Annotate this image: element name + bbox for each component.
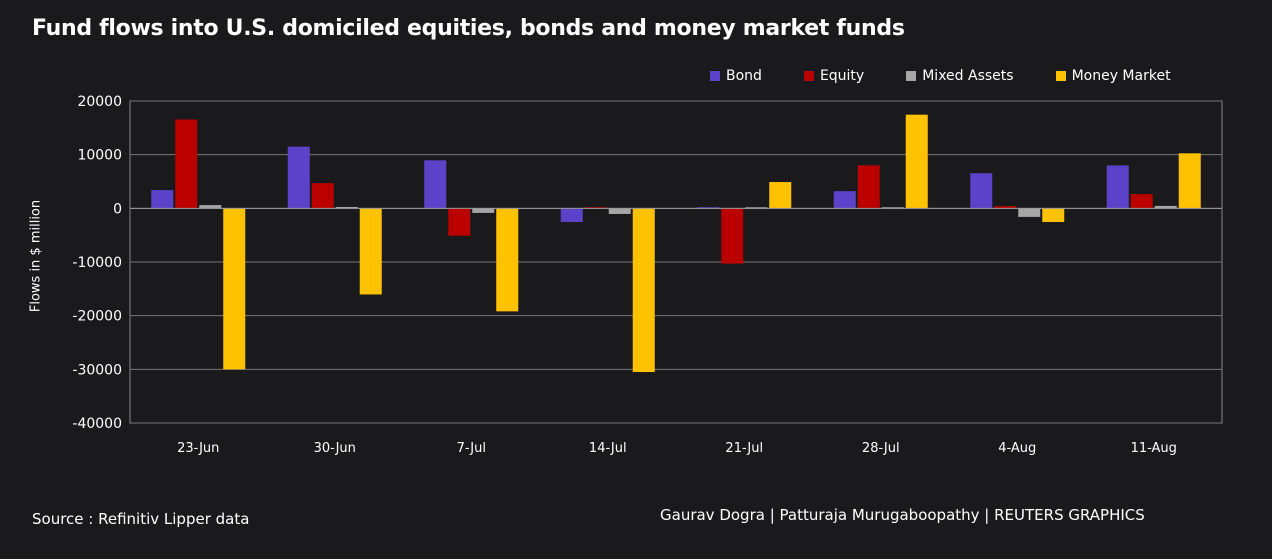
- bar-mixed-assets: [608, 208, 631, 214]
- legend-item: Bond: [710, 68, 762, 84]
- bar-equity: [175, 119, 198, 209]
- bar-money-market: [359, 208, 382, 295]
- bar-bond: [151, 190, 174, 209]
- bar-money-market: [769, 182, 792, 209]
- bar-equity: [994, 206, 1017, 209]
- legend-swatch: [1055, 71, 1066, 81]
- x-tick-label: 28-Jul: [862, 441, 900, 456]
- y-axis-label: Flows in $ million: [28, 199, 44, 313]
- bar-equity: [311, 183, 334, 209]
- bar-money-market: [223, 208, 246, 370]
- legend-label: Money Market: [1071, 68, 1171, 84]
- bar-money-market: [1042, 208, 1065, 223]
- x-tick-label: 21-Jul: [725, 441, 763, 456]
- bar-equity: [1130, 194, 1153, 209]
- x-tick-label: 14-Jul: [589, 441, 627, 456]
- credit-line: Gaurav Dogra | Patturaja Murugaboopathy …: [660, 506, 1145, 524]
- bar-equity: [448, 208, 471, 236]
- y-tick-label: 10000: [77, 148, 122, 164]
- bar-equity: [857, 165, 880, 209]
- legend-item: Mixed Assets: [906, 68, 1014, 84]
- y-tick-label: 0: [113, 201, 122, 217]
- bar-bond: [1106, 165, 1129, 209]
- bar-money-market: [905, 114, 928, 209]
- bar-equity: [721, 208, 744, 264]
- bar-mixed-assets: [335, 206, 358, 209]
- bar-money-market: [1178, 153, 1201, 209]
- y-tick-label: -10000: [72, 255, 122, 271]
- y-tick-label: -20000: [72, 309, 122, 325]
- x-tick-label: 7-Jul: [457, 441, 486, 456]
- x-tick-label: 23-Jun: [177, 441, 219, 456]
- legend-swatch: [803, 71, 814, 81]
- legend-label: Mixed Assets: [922, 68, 1014, 84]
- source-note: Source : Refinitiv Lipper data: [32, 510, 250, 528]
- legend-swatch: [906, 71, 917, 81]
- chart-title: Fund flows into U.S. domiciled equities,…: [32, 16, 905, 41]
- legend-swatch: [710, 71, 720, 81]
- bar-bond: [287, 146, 310, 209]
- bar-bond: [424, 160, 447, 209]
- y-tick-label: -30000: [72, 362, 122, 378]
- y-tick-label: -40000: [72, 416, 122, 432]
- legend-label: Equity: [819, 68, 865, 84]
- bar-mixed-assets: [472, 208, 495, 213]
- bar-money-market: [632, 208, 655, 373]
- bar-mixed-assets: [199, 205, 222, 209]
- y-tick-label: 20000: [77, 94, 122, 110]
- bar-bond: [833, 191, 856, 209]
- legend-item: Money Market: [1055, 68, 1171, 84]
- x-tick-label: 30-Jun: [314, 441, 356, 456]
- legend-item: Equity: [803, 68, 865, 84]
- bar-mixed-assets: [1154, 205, 1177, 209]
- x-tick-label: 11-Aug: [1131, 441, 1177, 456]
- bar-mixed-assets: [1018, 208, 1041, 217]
- legend: Bond Equity Mixed Assets Money Market: [710, 68, 1213, 84]
- bar-money-market: [496, 208, 519, 312]
- x-tick-label: 4-Aug: [998, 441, 1036, 456]
- bar-bond: [560, 208, 583, 223]
- legend-label: Bond: [726, 68, 762, 84]
- bar-bond: [970, 173, 993, 209]
